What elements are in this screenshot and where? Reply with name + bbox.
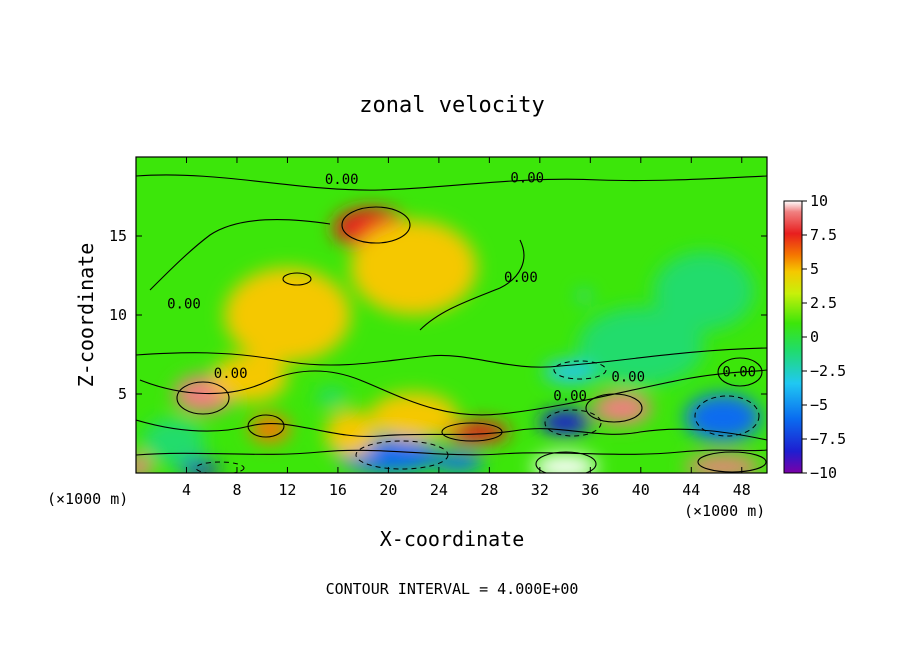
- x-tick-label: 20: [379, 481, 397, 499]
- y-tick-label: 10: [109, 306, 127, 324]
- field-anomaly: [577, 307, 704, 387]
- field-anomaly: [369, 392, 458, 440]
- field-anomaly: [432, 452, 484, 472]
- x-tick-label: 12: [278, 481, 296, 499]
- contour-line: [341, 206, 411, 244]
- field-anomaly: [539, 409, 591, 436]
- x-axis-label: X-coordinate: [380, 527, 525, 551]
- colorbar-tick-label: 5: [810, 260, 819, 278]
- colorbar-tick-label: 0: [810, 328, 819, 346]
- contour-line: [535, 451, 597, 473]
- contour-interval-note: CONTOUR INTERVAL = 4.000E+00: [326, 580, 579, 598]
- x-tick-label: 32: [531, 481, 549, 499]
- contour-label: 0.00: [504, 270, 538, 286]
- contour-label: 0.00: [325, 172, 359, 188]
- x-unit-left: (×1000 m): [47, 490, 128, 508]
- field-anomaly: [211, 354, 288, 402]
- colorbar-tick-label: −2.5: [810, 362, 846, 380]
- field-anomaly: [136, 454, 152, 473]
- chart-title: zonal velocity: [359, 93, 544, 118]
- contour-line: [717, 357, 763, 387]
- x-tick-label: 24: [430, 481, 448, 499]
- field-anomaly: [142, 417, 206, 466]
- contour-line-negative: [544, 409, 602, 437]
- contour-label: 0.00: [553, 388, 587, 404]
- colorbar-tick-label: 10: [810, 192, 828, 210]
- colorbar-tick-label: 7.5: [810, 226, 837, 244]
- field-anomaly: [443, 420, 510, 443]
- contour-label: 0.00: [722, 365, 756, 381]
- field-anomaly: [684, 455, 761, 473]
- colorbar-tick-label: −7.5: [810, 430, 846, 448]
- contour-label: 0.00: [611, 369, 645, 385]
- contour-line: [176, 381, 230, 415]
- contour-line: [419, 239, 525, 331]
- colorbar-tick-label: −10: [810, 464, 837, 482]
- colorbar-tick-label: −5: [810, 396, 828, 414]
- x-tick-label: 40: [632, 481, 650, 499]
- field-anomaly: [178, 460, 220, 473]
- colorbar: [783, 200, 803, 474]
- x-tick-label: 48: [733, 481, 751, 499]
- contour-line: [282, 272, 312, 286]
- field-anomaly: [653, 251, 755, 331]
- field-anomaly: [532, 454, 598, 473]
- field-anomaly: [325, 409, 376, 458]
- contour-line: [136, 174, 767, 191]
- field-anomaly: [224, 267, 351, 363]
- contour-line-negative: [195, 461, 245, 473]
- colorbar-tick-label: 2.5: [810, 294, 837, 312]
- contour-line: [136, 347, 767, 368]
- contour-line: [441, 422, 503, 442]
- contour-line: [139, 369, 767, 416]
- x-tick-label: 44: [682, 481, 700, 499]
- contour-line-negative: [553, 360, 607, 380]
- contour-label: 0.00: [510, 170, 544, 186]
- contour-line: [585, 393, 643, 423]
- contour-line: [136, 419, 767, 441]
- x-tick-label: 4: [182, 481, 191, 499]
- contour-label: 0.00: [214, 366, 248, 382]
- x-tick-label: 16: [329, 481, 347, 499]
- contour-line: [247, 414, 285, 438]
- field-anomaly: [350, 220, 477, 315]
- x-unit-right: (×1000 m): [684, 502, 765, 520]
- field-anomaly: [316, 387, 347, 407]
- x-tick-label: 36: [581, 481, 599, 499]
- x-tick-label: 28: [480, 481, 498, 499]
- x-tick-label: 8: [232, 481, 241, 499]
- y-tick-label: 5: [118, 385, 127, 403]
- contour-line: [149, 218, 331, 291]
- contour-label: 0.00: [167, 297, 201, 313]
- y-axis-label: Z-coordinate: [74, 243, 98, 388]
- field-anomaly: [577, 291, 591, 301]
- y-tick-label: 15: [109, 227, 127, 245]
- contour-line: [136, 449, 767, 456]
- contour-line: [697, 451, 767, 473]
- contour-line-negative: [694, 395, 760, 437]
- contour-line-negative: [355, 440, 449, 470]
